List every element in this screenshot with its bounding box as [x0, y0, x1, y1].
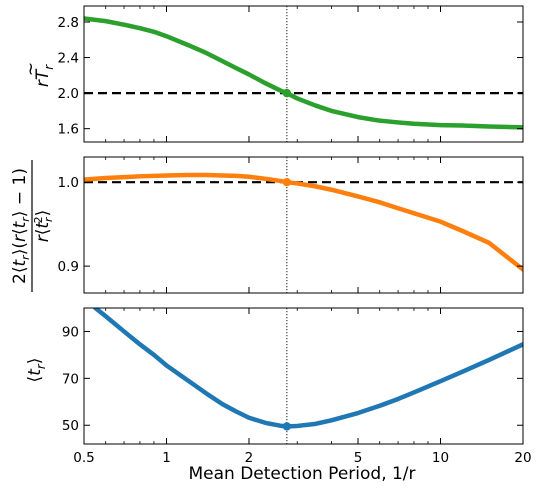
middle-panel: 0.9 1.0 — [58, 156, 524, 294]
y-tick-label: 0.9 — [58, 259, 79, 275]
denominator-t: t — [33, 221, 53, 229]
x-tick-label: 10 — [432, 450, 449, 466]
top-ylabel-T: T — [33, 68, 53, 80]
bottom-ylabel-t: t — [25, 368, 45, 376]
top-ylabel-r: r — [33, 79, 53, 87]
numerator-open: ( — [10, 242, 30, 249]
bottom-ylabel-rang: ⟩ — [25, 358, 45, 365]
numerator-rang2: ⟩ — [10, 211, 30, 218]
x-tick-label: 20 — [514, 450, 531, 466]
top-ylabel: rTr — [33, 64, 56, 87]
numerator-r: r — [10, 234, 30, 242]
y-tick-label: 70 — [62, 371, 79, 387]
x-tick-label: 5 — [354, 450, 363, 466]
middle-ylabel: 2⟨tr⟩(r⟨tr⟩ − 1) r⟨tr2⟩ — [10, 160, 55, 292]
series-line — [84, 16, 523, 130]
numerator-rang: ⟩ — [10, 249, 30, 256]
numerator-minus-one: − 1 — [10, 175, 30, 211]
marker-point — [282, 422, 292, 431]
panel-frame — [83, 5, 524, 143]
y-tick-label: 2.0 — [58, 86, 79, 102]
panel-frame — [83, 307, 524, 445]
x-axis-label: Mean Detection Period, 1/r — [188, 464, 415, 484]
numerator-two: 2 — [10, 273, 30, 284]
numerator-lang2: ⟨ — [10, 228, 30, 235]
series-line — [93, 308, 523, 429]
numerator-close: ) — [10, 168, 30, 175]
top-ylabel-tilde: ~ — [21, 62, 41, 76]
bottom-ylabel-lang: ⟨ — [25, 376, 45, 383]
bottom-ylabel: ⟨tr⟩ — [25, 358, 48, 383]
numerator-t: t — [10, 259, 30, 267]
panel-frame — [83, 156, 524, 294]
top-ylabel-sub: r — [42, 64, 56, 70]
denominator-sub: r — [42, 216, 55, 222]
y-tick-label: 2.8 — [58, 15, 79, 31]
denominator-sup: 2 — [32, 216, 45, 223]
series-line — [84, 172, 523, 272]
denominator-r: r — [33, 234, 53, 242]
bottom-ylabel-sub: r — [34, 363, 48, 369]
denominator-rang: ⟩ — [33, 210, 53, 217]
numerator-lang: ⟨ — [10, 267, 30, 274]
y-tick-label: 90 — [62, 324, 79, 340]
y-tick-label: 50 — [62, 418, 79, 434]
x-tick-label: 2 — [245, 450, 254, 466]
bottom-panel: 50 70 90 0.5 1 2 5 10 20 — [62, 307, 532, 466]
marker-point — [282, 177, 292, 187]
y-tick-label: 2.4 — [58, 51, 79, 67]
x-tick-label: 0.5 — [73, 450, 94, 466]
denominator-lang: ⟨ — [33, 229, 53, 236]
middle-ylabel-denominator: r⟨tr2⟩ — [32, 210, 55, 242]
numerator-t2: t — [10, 220, 30, 228]
y-tick-label: 1.0 — [58, 175, 79, 191]
middle-ylabel-numerator: 2⟨tr⟩(r⟨tr⟩ − 1) — [10, 168, 32, 284]
numerator-sub2: r — [19, 216, 32, 222]
x-tick-label: 1 — [162, 450, 171, 466]
marker-point — [282, 88, 292, 98]
numerator-sub: r — [19, 254, 32, 260]
y-tick-label: 1.6 — [58, 122, 79, 138]
top-panel: 1.6 2.0 2.4 2.8 — [58, 5, 524, 143]
